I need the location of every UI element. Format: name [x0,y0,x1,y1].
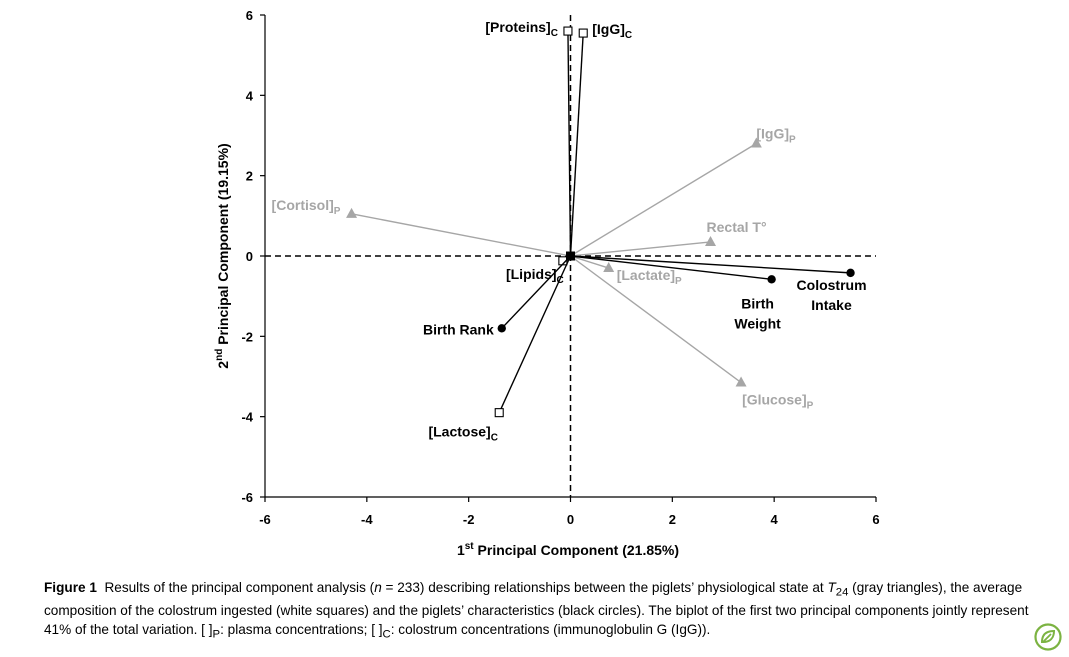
caption-text-4: : plasma concentrations; [ ] [220,621,383,637]
x-axis-label: 1st Principal Component (21.85%) [457,541,679,558]
vector-line-lactate-p [570,255,609,269]
label-igg-p: [IgG]P [756,126,796,146]
label-lipids-c: [Lipids]C [506,266,564,286]
circle-marker-colostrum-intake [846,268,855,278]
vector-line-proteins-c [567,31,572,257]
figure-caption: Figure 1 Results of the principal compon… [44,579,1044,644]
vector-line-glucose-p [570,255,742,384]
y-axis-label: 2nd Principal Component (19.15%) [214,143,231,368]
label-birth-weight: Birth Weight [734,295,781,331]
caption-n-var: n [374,580,382,595]
triangle-marker-cortisol-p [346,207,358,218]
caption-text-2: = 233) describing relationships between … [381,580,828,595]
y-tick-label: -6 [241,490,253,505]
x-tick-label: -4 [361,512,373,527]
y-tick-label: 0 [246,249,253,264]
vector-line-igg-p [570,142,757,257]
vector-line-birth-rank [501,255,572,329]
triangle-marker-glucose-p [735,376,747,387]
triangle-marker-igg-p [750,137,762,148]
x-tick-label: 2 [669,512,676,527]
label-glucose-p: [Glucose]P [742,392,814,412]
caption-title: Figure 1 [44,580,97,595]
x-tick-label: 0 [567,512,574,527]
square-marker-proteins-c [563,26,573,36]
label-lactose-c: [Lactose]C [428,424,497,444]
origin-marker [566,251,575,261]
circle-marker-birth-rank [497,324,506,333]
square-marker-lactose-c [494,408,504,418]
label-rectal-t: Rectal T° [707,219,767,235]
y-tick-label: -2 [241,329,253,344]
caption-text-1: Results of the principal component analy… [104,580,375,595]
triangle-marker-lactate-p [603,262,615,273]
caption-t-sub: 24 [835,586,849,599]
x-tick-label: -2 [463,512,475,527]
vector-line-cortisol-p [351,213,571,257]
circle-marker-birth-weight [767,275,776,284]
caption-t-var: T [827,580,836,595]
label-cortisol-p: [Cortisol]P [272,197,341,217]
label-lactate-p: [Lactate]P [617,267,682,287]
caption-text-5: : colostrum concentrations (immunoglobul… [390,621,711,637]
label-proteins-c: [Proteins]C [485,19,558,39]
vector-line-birth-weight [570,255,772,280]
y-tick-label: 4 [246,88,254,103]
vector-line-igg-c [569,33,584,257]
label-igg-c: [IgG]C [592,21,632,41]
leaf-logo-icon [1034,623,1062,651]
caption-p-sub: P [212,628,221,641]
caption-text-3: (gray triangles), the average compositio… [44,580,1029,637]
vectors [346,26,855,418]
x-tick-label: 6 [872,512,879,527]
square-marker-igg-c [578,28,588,38]
label-birth-rank: Birth Rank [423,321,494,337]
vector-line-rectal-t [570,241,711,257]
vector-line-lactose-c [498,255,572,413]
x-tick-label: 4 [771,512,779,527]
biplot-chart: -6 -4 -2 0 2 4 6 6 4 2 0 -2 -4 -6 [Proteins]C [IgG]C [L… [214,8,880,558]
label-colostrum-intake: Colostrum Intake [797,277,867,313]
y-tick-label: 6 [246,8,253,23]
triangle-marker-rectal-t [705,235,717,246]
caption-c-sub: C [382,628,391,641]
vector-line-colostrum-intake [570,255,851,274]
x-tick-label: -6 [259,512,271,527]
y-tick-label: -4 [241,410,253,425]
vector-labels: [Proteins]C [IgG]C [Lipids]C [Lactose]C [IgG… [272,19,867,444]
y-tick-label: 2 [246,169,253,184]
